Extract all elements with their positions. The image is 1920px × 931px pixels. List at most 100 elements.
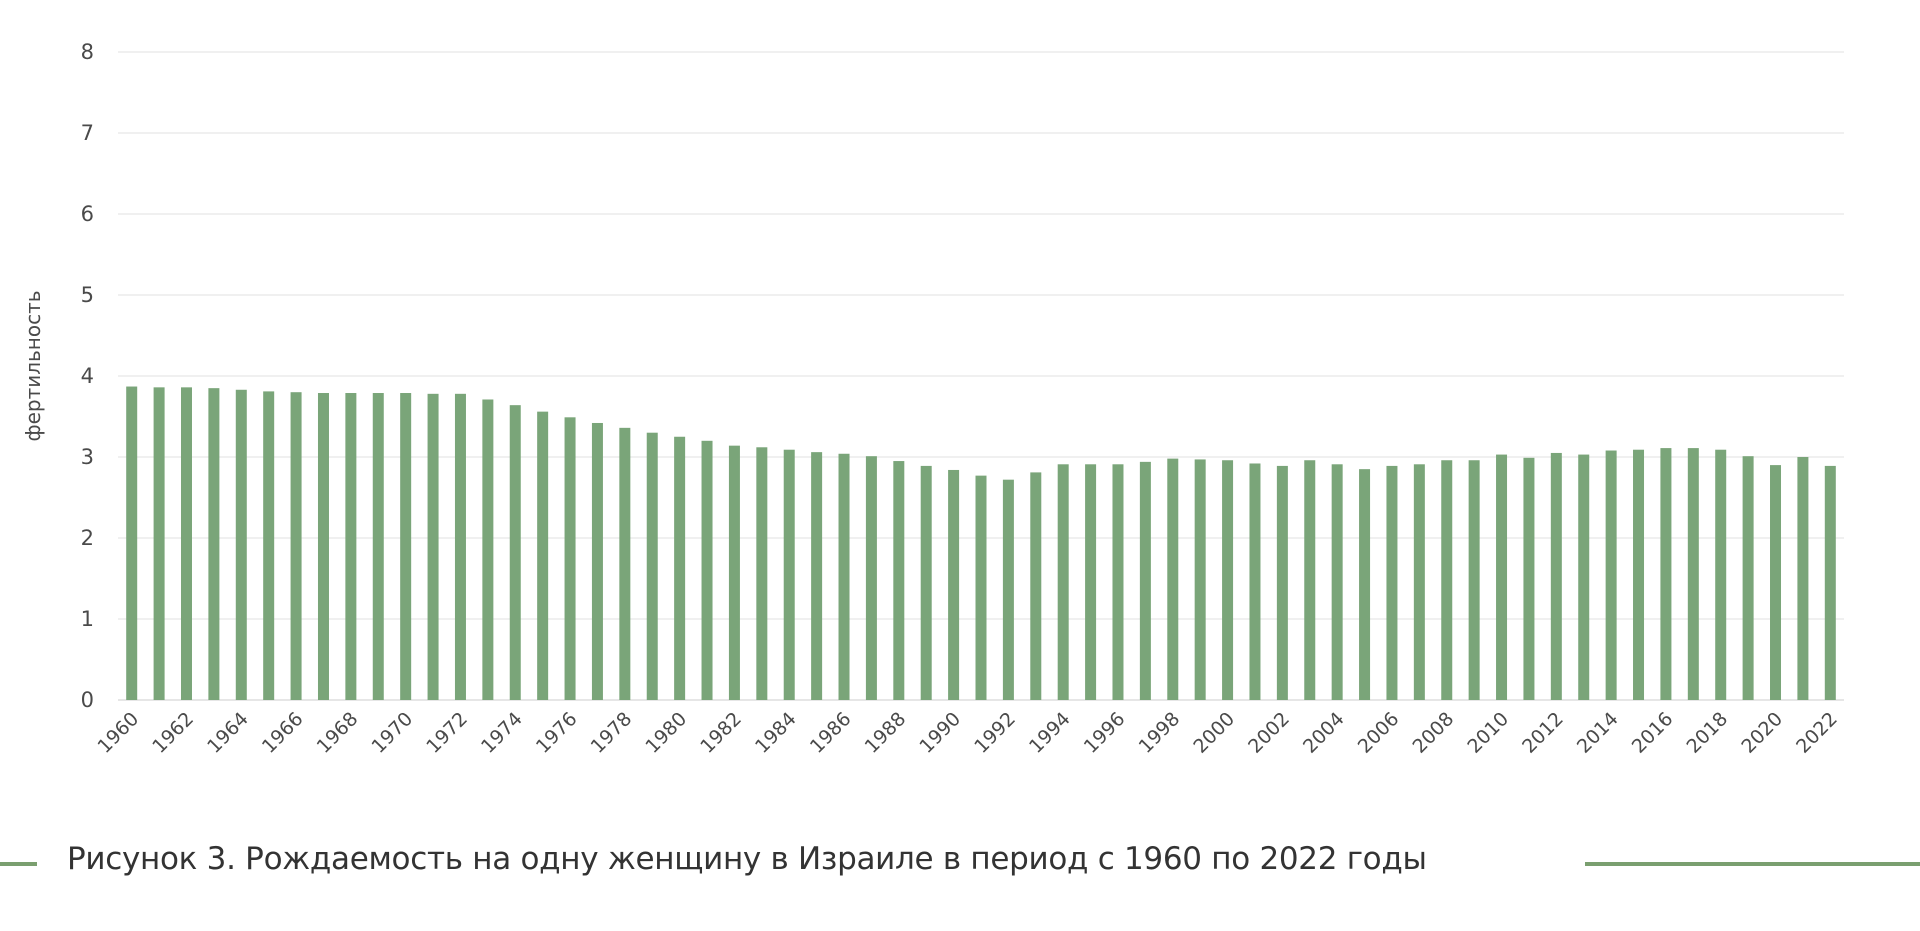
x-tick-label: 2002 xyxy=(1244,708,1294,758)
bar-2014 xyxy=(1605,450,1617,700)
bar-1968 xyxy=(345,393,357,700)
bar-1983 xyxy=(756,447,768,700)
y-tick-label: 4 xyxy=(81,364,94,388)
figure-caption: Рисунок 3. Рождаемость на одну женщину в… xyxy=(67,841,1427,877)
bar-1991 xyxy=(975,475,987,700)
x-tick-label: 1972 xyxy=(422,708,472,758)
bar-2011 xyxy=(1523,457,1535,700)
x-tick-label: 1984 xyxy=(751,708,801,758)
x-tick-label: 2022 xyxy=(1792,708,1842,758)
x-tick-label: 2014 xyxy=(1573,708,1623,758)
y-tick-label: 6 xyxy=(81,202,94,226)
bar-2018 xyxy=(1715,449,1727,700)
x-tick-label: 1980 xyxy=(641,708,691,758)
bar-1971 xyxy=(427,393,439,700)
bar-1962 xyxy=(180,387,192,700)
bar-1969 xyxy=(372,393,384,700)
bar-2002 xyxy=(1276,465,1288,700)
x-tick-label: 2004 xyxy=(1299,708,1349,758)
bar-2016 xyxy=(1660,448,1672,700)
bar-1988 xyxy=(893,461,905,700)
bar-2020 xyxy=(1770,465,1782,700)
y-tick-label: 3 xyxy=(81,445,94,469)
bar-1997 xyxy=(1139,461,1151,700)
x-tick-label: 1962 xyxy=(148,708,198,758)
x-tick-label: 1988 xyxy=(861,708,911,758)
bar-1999 xyxy=(1194,459,1206,700)
y-axis-ticks: 0 1 2 3 4 5 6 7 8 xyxy=(81,40,94,712)
bar-1972 xyxy=(454,393,466,700)
bar-1981 xyxy=(701,440,713,700)
bar-2022 xyxy=(1824,465,1836,700)
bar-1980 xyxy=(674,436,686,700)
bar-1976 xyxy=(564,417,576,700)
bars xyxy=(126,386,1836,700)
bar-2006 xyxy=(1386,465,1398,700)
bar-1967 xyxy=(317,393,329,700)
bar-1979 xyxy=(646,432,658,700)
bar-1992 xyxy=(1002,479,1014,700)
bar-1998 xyxy=(1167,458,1179,700)
x-tick-label: 2006 xyxy=(1354,708,1404,758)
bar-1974 xyxy=(509,405,521,700)
bar-1963 xyxy=(208,388,220,700)
bar-2004 xyxy=(1331,464,1343,700)
bar-2017 xyxy=(1687,448,1699,700)
bar-2013 xyxy=(1578,454,1590,700)
x-tick-label: 1994 xyxy=(1025,708,1075,758)
bar-1985 xyxy=(811,452,823,700)
y-tick-label: 2 xyxy=(81,526,94,550)
x-axis-ticks: 1960 1962 1964 1966 1968 1970 1972 1974 1976 1978… xyxy=(93,708,1841,758)
y-tick-label: 5 xyxy=(81,283,94,307)
bar-1977 xyxy=(591,422,603,700)
bar-2019 xyxy=(1742,456,1754,700)
x-tick-label: 1996 xyxy=(1080,708,1130,758)
x-tick-label: 1978 xyxy=(587,708,637,758)
bar-2001 xyxy=(1249,463,1261,700)
bar-2015 xyxy=(1633,449,1645,700)
bar-1970 xyxy=(400,393,412,700)
bar-2000 xyxy=(1222,460,1234,700)
bar-2010 xyxy=(1496,454,1508,700)
x-tick-label: 2020 xyxy=(1737,708,1787,758)
bar-2021 xyxy=(1797,457,1809,700)
x-tick-label: 2000 xyxy=(1189,708,1239,758)
x-tick-label: 2018 xyxy=(1682,708,1732,758)
caption-right-rule xyxy=(1585,862,1920,866)
x-tick-label: 1964 xyxy=(203,708,253,758)
bar-1987 xyxy=(865,456,877,700)
bar-1975 xyxy=(537,411,549,700)
bar-1961 xyxy=(153,387,165,700)
x-tick-label: 1966 xyxy=(258,708,308,758)
x-tick-label: 1990 xyxy=(915,708,965,758)
bar-2005 xyxy=(1359,469,1371,700)
x-tick-label: 1960 xyxy=(93,708,143,758)
x-tick-label: 1976 xyxy=(532,708,582,758)
bar-1993 xyxy=(1030,472,1042,700)
caption-left-rule xyxy=(0,862,37,866)
y-tick-label: 8 xyxy=(81,40,94,64)
bar-2003 xyxy=(1304,460,1316,700)
bar-1965 xyxy=(263,391,275,700)
bar-1960 xyxy=(126,386,138,700)
bar-2012 xyxy=(1550,452,1562,700)
bar-1984 xyxy=(783,449,795,700)
x-tick-label: 1968 xyxy=(313,708,363,758)
bar-1986 xyxy=(838,453,850,700)
bar-1966 xyxy=(290,392,302,700)
bar-2009 xyxy=(1468,460,1480,700)
x-tick-label: 2010 xyxy=(1463,708,1513,758)
y-tick-label: 1 xyxy=(81,607,94,631)
bar-2008 xyxy=(1441,460,1453,700)
bar-1973 xyxy=(482,399,494,700)
bar-1996 xyxy=(1112,464,1124,700)
bar-1989 xyxy=(920,465,932,700)
x-tick-label: 2008 xyxy=(1409,708,1459,758)
figure-caption-row: Рисунок 3. Рождаемость на одну женщину в… xyxy=(0,835,1920,891)
bar-1990 xyxy=(948,469,960,700)
x-tick-label: 1982 xyxy=(696,708,746,758)
x-tick-label: 1974 xyxy=(477,708,527,758)
bar-1964 xyxy=(235,389,247,700)
